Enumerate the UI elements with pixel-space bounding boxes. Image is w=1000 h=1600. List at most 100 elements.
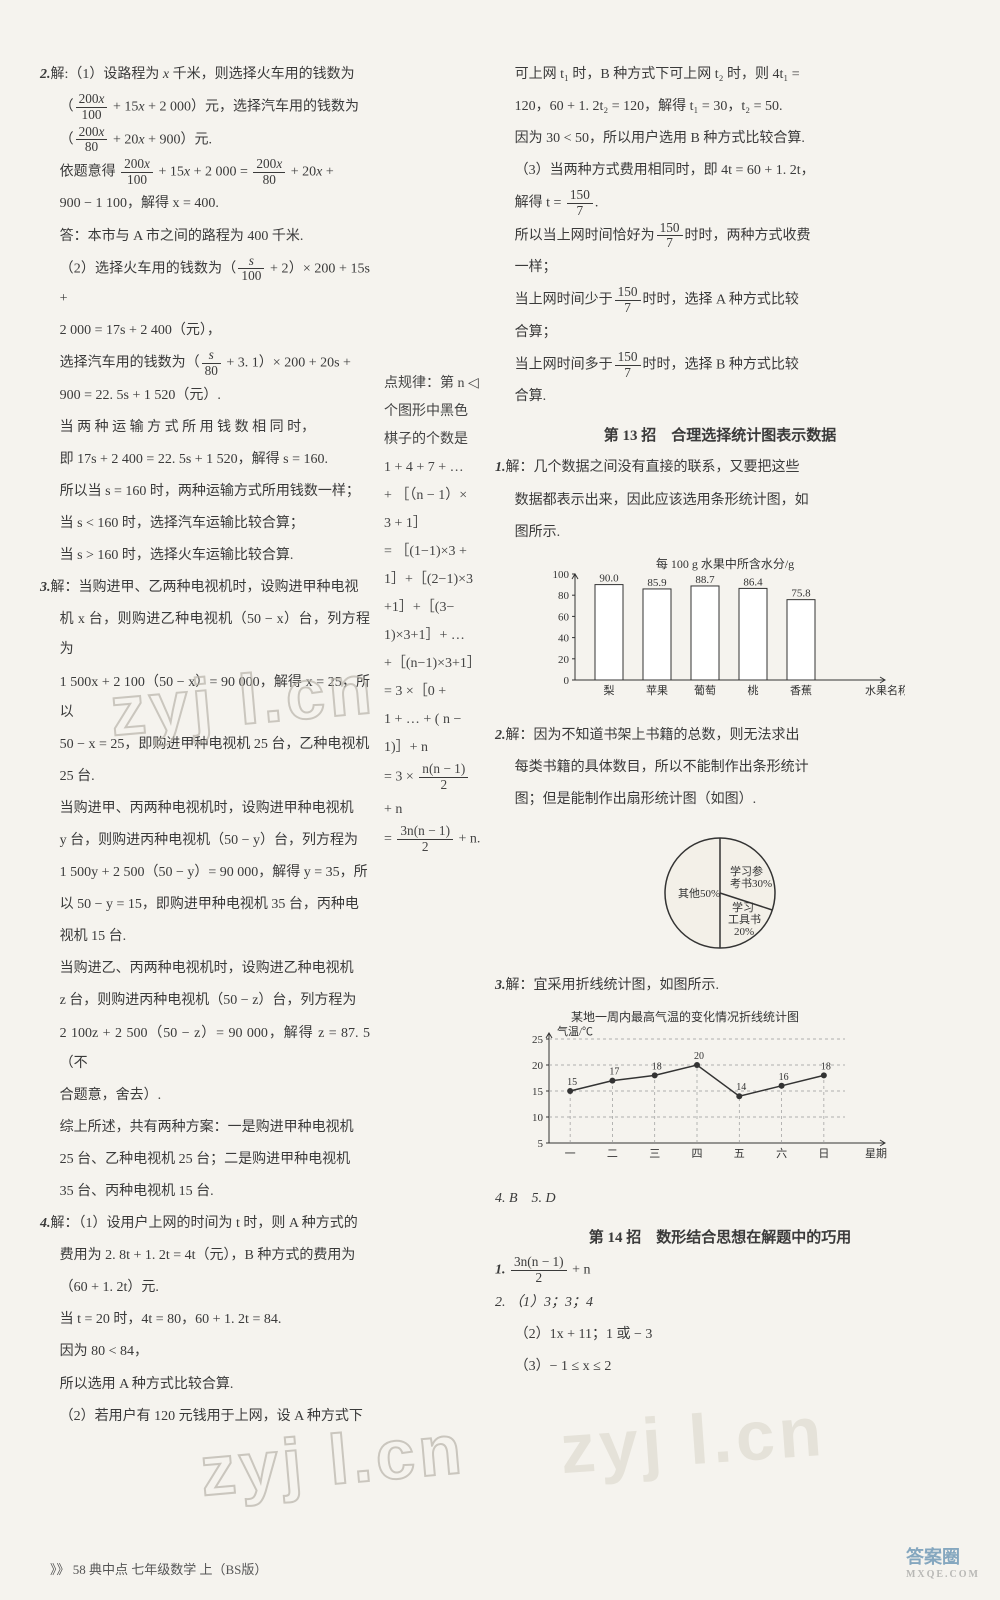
svg-text:17: 17 (609, 1067, 619, 1078)
svg-text:86.4: 86.4 (743, 576, 763, 588)
r-l11: 合算. (495, 382, 945, 412)
svg-text:20%: 20% (734, 926, 754, 938)
line-chart: 某地一周内最高气温的变化情况折线统计图气温/℃252015105一二三四五六日星… (505, 1009, 905, 1169)
q4-l1: 4.解：（1）设用户上网的时间为 t 时，则 A 种方式的 (40, 1209, 370, 1239)
mid-l6: 3 + 1］ (384, 510, 481, 538)
q2-l13: 所以当 s = 160 时，两种运输方式所用钱数一样； (40, 477, 370, 507)
mid-l4: 1 + 4 + 7 + … (384, 454, 481, 482)
svg-text:20: 20 (694, 1051, 704, 1062)
q3-l14: 合题意，舍去）. (40, 1081, 370, 1111)
svg-text:60: 60 (558, 611, 570, 623)
s13-q2d: 图；但是能制作出扇形统计图（如图）. (495, 785, 945, 815)
svg-text:六: 六 (776, 1147, 787, 1160)
pie-chart: 其他50%学习参考书30%学习工具书20% (620, 823, 820, 963)
r-l1: 可上网 t₁ 时，B 种方式下可上网 t₂ 时，则 4t₁ = (495, 60, 945, 90)
q2-l5: 900 − 1 100，解得 x = 400. (40, 189, 370, 219)
svg-text:星期: 星期 (865, 1147, 887, 1160)
r-l2: 120，60 + 1. 2t₂ = 120，解得 t₁ = 30，t₂ = 50… (495, 92, 945, 122)
r-l6: 所以当上网时间恰好为1507时时，两种方式收费 (495, 221, 945, 251)
s13-q2: 2.解：因为不知道书架上书籍的总数，则无法求出 (495, 721, 945, 751)
svg-text:18: 18 (821, 1061, 831, 1072)
q3-l9: 以 50 − y = 15，即购进甲种电视机 35 台，丙种电 (40, 890, 370, 920)
svg-text:85.9: 85.9 (647, 577, 667, 589)
svg-text:学习: 学习 (732, 900, 754, 914)
right-column: 可上网 t₁ 时，B 种方式下可上网 t₂ 时，则 4t₁ = 120，60 +… (485, 60, 945, 1434)
q2-l11: 当 两 种 运 输 方 式 所 用 钱 数 相 同 时， (40, 413, 370, 443)
mid-l8: 1］+［(2−1)×3 (384, 566, 481, 594)
section-13-title: 第 13 招 合理选择统计图表示数据 (495, 424, 945, 445)
r-l3: 因为 30 < 50，所以用户选用 B 种方式比较合算. (495, 124, 945, 154)
q4-l3: （60 + 1. 2t）元. (40, 1273, 370, 1303)
q3-l17: 35 台、丙种电视机 15 台. (40, 1177, 370, 1207)
q2-l8: 2 000 = 17s + 2 400（元）， (40, 316, 370, 346)
svg-text:75.8: 75.8 (791, 587, 811, 599)
s13-q3: 3.解：宜采用折线统计图，如图所示. (495, 971, 945, 1001)
s14-q2c: （3）− 1 ≤ x ≤ 2 (495, 1352, 945, 1382)
svg-text:某地一周内最高气温的变化情况折线统计图: 某地一周内最高气温的变化情况折线统计图 (571, 1009, 799, 1024)
s14-q2a: 2. （1）3；3；4 (495, 1288, 945, 1318)
q4-l5: 因为 80 < 84， (40, 1337, 370, 1367)
svg-text:三: 三 (649, 1148, 660, 1160)
s13-q2c: 每类书籍的具体数目，所以不能制作出条形统计 (495, 753, 945, 783)
page-footer: 》》 58 典中点 七年级数学 上（BS版） (50, 1559, 267, 1578)
svg-text:10: 10 (532, 1112, 544, 1124)
svg-text:25: 25 (532, 1034, 544, 1046)
bar-chart: 每 100 g 水果中所含水分/g10080604020090.0梨85.9苹果… (535, 556, 905, 706)
svg-text:工具书: 工具书 (728, 913, 761, 926)
q3-l8: 1 500y + 2 500（50 − y）= 90 000，解得 y = 35… (40, 858, 370, 888)
q2-frac2: （200x80 + 20x + 900）元. (40, 125, 370, 155)
mid-l13: 1 + … + ( n − (384, 706, 481, 734)
q2-l12: 即 17s + 2 400 = 22. 5s + 1 520，解得 s = 16… (40, 445, 370, 475)
q2-l4: 依题意得 200x100 + 15x + 2 000 = 200x80 + 20… (40, 157, 370, 187)
svg-text:每 100 g 水果中所含水分/g: 每 100 g 水果中所含水分/g (656, 556, 794, 571)
svg-text:90.0: 90.0 (599, 572, 619, 584)
q3-l7: y 台，则购进丙种电视机（50 − y）台，列方程为 (40, 826, 370, 856)
q3-l3: 1 500x + 2 100（50 − x）= 90 000，解得 x = 25… (40, 668, 370, 728)
q4-l6: 所以选用 A 种方式比较合算. (40, 1370, 370, 1400)
mid-l11: +［(n−1)×3+1］ (384, 650, 481, 678)
svg-text:100: 100 (553, 569, 570, 581)
svg-text:香蕉: 香蕉 (790, 684, 812, 697)
r-l9: 合算； (495, 318, 945, 348)
mid-l9: +1］+［(3− (384, 594, 481, 622)
r-l8: 当上网时间少于1507时时，选择 A 种方式比较 (495, 285, 945, 315)
q3-l1: 3.解：当购进甲、乙两种电视机时，设购进甲种电视 (40, 573, 370, 603)
s13-q1: 1.解：几个数据之间没有直接的联系，又要把这些 (495, 453, 945, 483)
svg-text:5: 5 (538, 1138, 544, 1150)
svg-text:88.7: 88.7 (695, 574, 715, 586)
r-l5: 解得 t = 1507. (495, 188, 945, 218)
corner-logo: 答案圈 MXQE.COM (906, 1543, 980, 1580)
svg-text:20: 20 (532, 1060, 544, 1072)
s13-q45: 4. B 5. D (495, 1184, 945, 1214)
svg-text:16: 16 (779, 1072, 789, 1083)
mid-l7: = ［(1−1)×3 + (384, 538, 481, 566)
svg-text:学习参: 学习参 (730, 864, 763, 878)
mid-l16: = 3n(n − 1)2 + n. (384, 824, 481, 854)
svg-text:二: 二 (607, 1148, 618, 1160)
svg-text:四: 四 (692, 1148, 703, 1160)
middle-annotation: 点规律：第 n ◁ 个图形中黑色 棋子的个数是 1 + 4 + 7 + … + … (380, 60, 485, 1434)
mid-l2: 个图形中黑色 (384, 398, 481, 426)
q3-l5: 25 台. (40, 762, 370, 792)
svg-text:葡萄: 葡萄 (694, 684, 716, 697)
s13-q1d: 图所示. (495, 518, 945, 548)
q3-l2: 机 x 台，则购进乙种电视机（50 − x）台，列方程为 (40, 605, 370, 665)
mid-l14: 1)］+ n (384, 734, 481, 762)
svg-text:14: 14 (736, 1082, 746, 1093)
q4-l2: 费用为 2. 8t + 1. 2t = 4t（元），B 种方式的费用为 (40, 1241, 370, 1271)
r-l10: 当上网时间多于1507时时，选择 B 种方式比较 (495, 350, 945, 380)
r-l7: 一样； (495, 253, 945, 283)
svg-text:40: 40 (558, 632, 570, 644)
svg-text:水果名称: 水果名称 (865, 683, 905, 697)
svg-text:80: 80 (558, 590, 570, 602)
s14-q1: 1. 3n(n − 1)2 + n (495, 1255, 945, 1285)
svg-text:20: 20 (558, 653, 570, 665)
q2-l7: （2）选择火车用的钱数为（s100 + 2）× 200 + 15s + (40, 254, 370, 315)
q3-l12: z 台，则购进丙种电视机（50 − z）台，列方程为 (40, 986, 370, 1016)
svg-text:梨: 梨 (604, 683, 615, 697)
svg-text:桃: 桃 (748, 683, 759, 697)
s13-q1c: 数据都表示出来，因此应该选用条形统计图，如 (495, 486, 945, 516)
left-column: 2.解:（1）设路程为 x 千米，则选择火车用的钱数为 （200x100 + 1… (40, 60, 380, 1434)
svg-text:其他50%: 其他50% (678, 887, 720, 900)
svg-text:气温/℃: 气温/℃ (557, 1024, 593, 1038)
